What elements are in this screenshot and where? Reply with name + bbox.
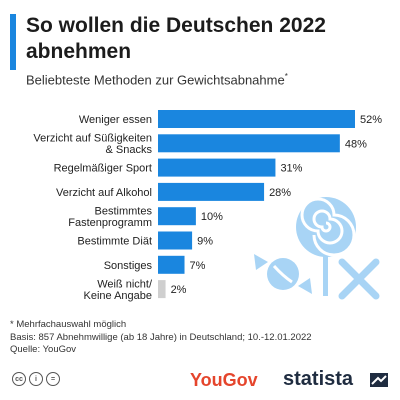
bar-2 [158,158,276,177]
chart-title: So wollen die Deutschen 2022 abnehmen [26,14,326,63]
attribution-icon: i [29,372,43,386]
statista-logo: statista [283,368,354,390]
candy-wrapper-ends [254,254,312,294]
category-label-7-line-0: Weiß nicht/ [97,278,153,290]
chart-subtitle: Beliebteste Methoden zur Gewichtsabnahme… [26,72,288,87]
value-label-7: 2% [171,284,187,296]
footnote-multiple-choice: * Mehrfachauswahl möglich [10,319,127,330]
value-label-1: 48% [345,138,367,150]
category-label-7-line-1: Keine Angabe [83,290,152,302]
footer: cc i = YouGov statista [0,360,400,400]
category-label-6: Sonstiges [104,260,153,272]
lollipop-swirl [300,197,356,257]
statista-logo-icon [370,373,388,387]
value-label-0: 52% [360,114,382,126]
value-label-5: 9% [197,236,213,248]
category-label-4-line-0: Bestimmtes [95,205,153,217]
cross-icon [338,258,380,300]
title-accent-bar [10,14,16,70]
subtitle-text: Beliebteste Methoden zur Gewichtsabnahme [26,72,285,88]
bar-7 [158,280,166,299]
bars-group: 52% Weniger essen 48% Verzicht auf Süßigkei… [33,110,382,302]
bar-1 [158,134,340,153]
cc-icon: cc [12,372,26,386]
subtitle-footnote-marker: * [284,72,288,81]
bar-0 [158,110,355,128]
yougov-logo: YouGov [190,370,258,390]
category-label-3: Verzicht auf Alkohol [56,187,152,199]
category-label-2: Regelmäßiger Sport [54,163,152,175]
category-label-1-line-1: & Snacks [106,144,153,156]
value-label-4: 10% [201,211,223,223]
value-label-3: 28% [269,187,291,199]
value-label-2: 31% [280,163,302,175]
no-derivatives-icon: = [46,372,60,386]
bar-5 [158,231,193,250]
bar-3 [158,182,265,201]
category-label-5: Bestimmte Diät [77,236,152,248]
bar-6 [158,255,185,274]
footnotes: * Mehrfachauswahl möglich Basis: 857 Abn… [10,319,312,357]
candy-stripe [272,264,293,284]
footnote-source: Quelle: YouGov [10,344,77,355]
value-label-6: 7% [190,260,206,272]
bar-4 [158,207,196,226]
category-label-0: Weniger essen [79,114,152,126]
category-label-4-line-1: Fastenprogramm [68,217,152,229]
lollipop-stick [323,256,328,296]
lollipop-icon [296,197,356,257]
footnote-basis: Basis: 857 Abnehmwillige (ab 18 Jahre) i… [10,331,312,343]
bar-chart: 52% Weniger essen 48% Verzicht auf Süßigkei… [33,110,382,302]
license-icons: cc i = [12,372,60,386]
category-label-1-line-0: Verzicht auf Süßigkeiten [33,133,152,145]
sweets-illustration [254,197,380,300]
